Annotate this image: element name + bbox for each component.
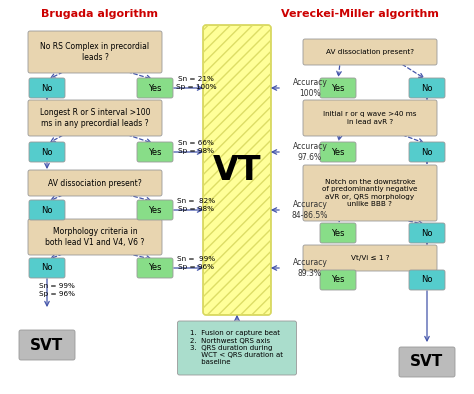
Text: SVT: SVT [30,338,64,353]
FancyBboxPatch shape [28,31,162,73]
Text: No: No [421,275,433,284]
Text: Initial r or q wave >40 ms
in lead avR ?: Initial r or q wave >40 ms in lead avR ? [323,112,417,125]
Text: Yes: Yes [331,275,345,284]
FancyBboxPatch shape [29,142,65,162]
FancyBboxPatch shape [203,25,271,315]
Text: Accuracy
97.6%: Accuracy 97.6% [292,142,328,162]
FancyBboxPatch shape [303,245,437,271]
Text: AV dissociation present?: AV dissociation present? [326,49,414,55]
Text: Sn =  99%
Sp = 96%: Sn = 99% Sp = 96% [177,256,215,270]
Text: Sn = 66%
Sp = 98%: Sn = 66% Sp = 98% [178,140,214,154]
Text: Yes: Yes [148,147,162,156]
Text: Yes: Yes [331,229,345,238]
FancyBboxPatch shape [303,39,437,65]
Text: Vt/Vi ≤ 1 ?: Vt/Vi ≤ 1 ? [351,255,389,261]
Text: No RS Complex in precordial
leads ?: No RS Complex in precordial leads ? [40,42,150,62]
Text: 1.  Fusion or capture beat
2.  Northwest QRS axis
3.  QRS duration during
     W: 1. Fusion or capture beat 2. Northwest Q… [191,331,283,366]
Text: Brugada algorithm: Brugada algorithm [42,9,158,19]
Text: Notch on the downstroke
of predominantly negative
aVR or, QRS morphology
unlike : Notch on the downstroke of predominantly… [322,179,418,207]
Text: Yes: Yes [331,147,345,156]
FancyBboxPatch shape [409,78,445,98]
Text: No: No [41,264,53,273]
Text: Morphology criteria in
both lead V1 and V4, V6 ?: Morphology criteria in both lead V1 and … [46,227,145,247]
Text: Yes: Yes [148,206,162,214]
Text: Vereckei-Miller algorithm: Vereckei-Miller algorithm [281,9,439,19]
Text: No: No [421,147,433,156]
FancyBboxPatch shape [29,200,65,220]
FancyBboxPatch shape [320,223,356,243]
FancyBboxPatch shape [28,219,162,255]
FancyBboxPatch shape [28,100,162,136]
FancyBboxPatch shape [399,347,455,377]
Text: Yes: Yes [148,264,162,273]
FancyBboxPatch shape [177,321,297,375]
Text: Longest R or S interval >100
ms in any precordial leads ?: Longest R or S interval >100 ms in any p… [40,108,150,128]
FancyBboxPatch shape [303,100,437,136]
FancyBboxPatch shape [137,200,173,220]
Text: Accuracy
100%: Accuracy 100% [292,78,328,98]
FancyBboxPatch shape [137,142,173,162]
FancyBboxPatch shape [320,78,356,98]
Text: No: No [421,229,433,238]
Text: SVT: SVT [410,355,444,370]
FancyBboxPatch shape [19,330,75,360]
FancyBboxPatch shape [137,78,173,98]
FancyBboxPatch shape [409,142,445,162]
FancyBboxPatch shape [409,223,445,243]
Text: Sn = 21%
Sp = 100%: Sn = 21% Sp = 100% [176,76,216,90]
Text: Sn = 99%
Sp = 96%: Sn = 99% Sp = 96% [39,283,75,297]
Text: No: No [421,84,433,93]
FancyBboxPatch shape [320,142,356,162]
Text: Yes: Yes [331,84,345,93]
Text: Accuracy
89.3%: Accuracy 89.3% [292,258,328,278]
FancyBboxPatch shape [409,270,445,290]
Text: No: No [41,147,53,156]
FancyBboxPatch shape [303,165,437,221]
Text: Accuracy
84-86.5%: Accuracy 84-86.5% [292,200,328,220]
Text: VT: VT [213,154,261,186]
Text: No: No [41,84,53,93]
Text: Sn =  82%
Sp = 98%: Sn = 82% Sp = 98% [177,198,215,212]
FancyBboxPatch shape [137,258,173,278]
Text: AV dissociation present?: AV dissociation present? [48,178,142,188]
FancyBboxPatch shape [29,78,65,98]
FancyBboxPatch shape [320,270,356,290]
Text: No: No [41,206,53,214]
Text: Yes: Yes [148,84,162,93]
FancyBboxPatch shape [28,170,162,196]
FancyBboxPatch shape [29,258,65,278]
